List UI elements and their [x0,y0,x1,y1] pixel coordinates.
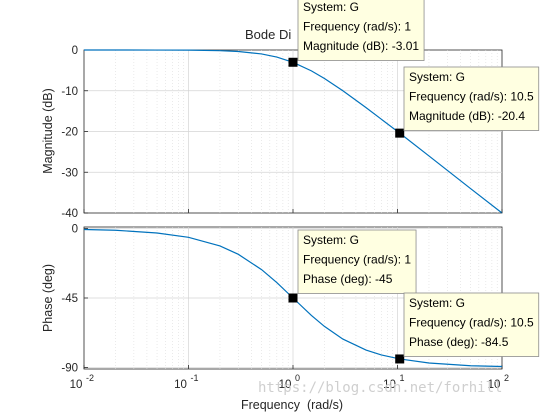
phase-y-tick-label: 0 [72,224,78,236]
magnitude-series-line[interactable] [84,49,503,214]
frequency-x-tick-label: 10 [174,379,187,391]
magnitude-y-label: Magnitude (dB) [41,88,55,173]
phase-datatip-marker[interactable] [288,293,298,303]
phase-datatip-line: System: G [303,233,359,247]
magnitude-datatip-line: Magnitude (dB): -3.01 [303,39,419,53]
frequency-x-tick-exponent: -1 [191,373,199,383]
phase-datatip[interactable]: System: G Frequency (rad/s): 10.5 Phase (d… [403,292,540,357]
magnitude-y-tick-label: -30 [61,167,78,179]
magnitude-y-tick-label: -40 [61,208,78,220]
magnitude-datatip-markers[interactable] [288,57,405,138]
magnitude-datatip[interactable]: System: G Frequency (rad/s): 1 Magnitude (… [297,0,425,61]
phase-datatip-line: Frequency (rad/s): 10.5 [409,316,534,330]
magnitude-datatip-line: System: G [409,70,465,84]
phase-y-ticks: 0 -45 -90 [61,224,88,374]
magnitude-datatip-line: Frequency (rad/s): 1 [303,20,411,34]
frequency-x-tick-exponent: 2 [504,373,509,383]
datatips[interactable]: System: G Frequency (rad/s): 1 Magnitude (… [297,0,540,357]
phase-y-tick-label: -90 [61,362,78,374]
frequency-x-tick-exponent: -2 [86,373,94,383]
magnitude-y-tick-label: -20 [61,127,78,139]
magnitude-datatip-line: Frequency (rad/s): 10.5 [409,90,534,104]
phase-datatip[interactable]: System: G Frequency (rad/s): 1 Phase (deg)… [297,229,417,294]
phase-y-label: Phase (deg) [41,264,55,332]
frequency-x-tick-label: 10 [279,379,292,391]
frequency-x-tick-exponent: 0 [295,373,300,383]
phase-datatip-marker[interactable] [395,354,405,364]
magnitude-datatip[interactable]: System: G Frequency (rad/s): 10.5 Magnitud… [403,66,540,131]
phase-series-line[interactable] [83,228,503,368]
magnitude-y-ticks: 0 -10 -20 -30 -40 [61,45,88,220]
phase-datatip-box[interactable] [403,292,540,357]
frequency-x-tick-label: 10 [488,379,501,391]
frequency-x-label: Frequency (rad/s) [241,398,343,412]
phase-datatip-markers[interactable] [288,293,405,364]
phase-y-tick-label: -45 [61,293,78,305]
watermark: https://blog.csdn.net/forhill [258,380,502,396]
frequency-x-tick-label: 10 [70,379,83,391]
magnitude-datatip-box[interactable] [297,0,425,61]
phase-datatip-line: System: G [409,296,465,310]
phase-datatip-line: Phase (deg): -45 [303,272,393,286]
phase-datatip-box[interactable] [297,229,417,294]
magnitude-y-tick-label: -10 [61,86,78,98]
magnitude-datatip-marker[interactable] [288,57,298,67]
bode-title: Bode Di [245,27,291,42]
magnitude-datatip-marker[interactable] [395,128,405,138]
magnitude-datatip-line: System: G [303,0,359,14]
magnitude-y-tick-label: 0 [72,45,78,57]
phase-datatip-line: Frequency (rad/s): 1 [303,253,411,267]
magnitude-datatip-box[interactable] [403,66,540,131]
magnitude-datatip-line: Magnitude (dB): -20.4 [409,109,525,123]
frequency-x-tick-exponent: 1 [400,373,405,383]
phase-datatip-line: Phase (deg): -84.5 [409,335,509,349]
frequency-x-tick-label: 10 [383,379,396,391]
